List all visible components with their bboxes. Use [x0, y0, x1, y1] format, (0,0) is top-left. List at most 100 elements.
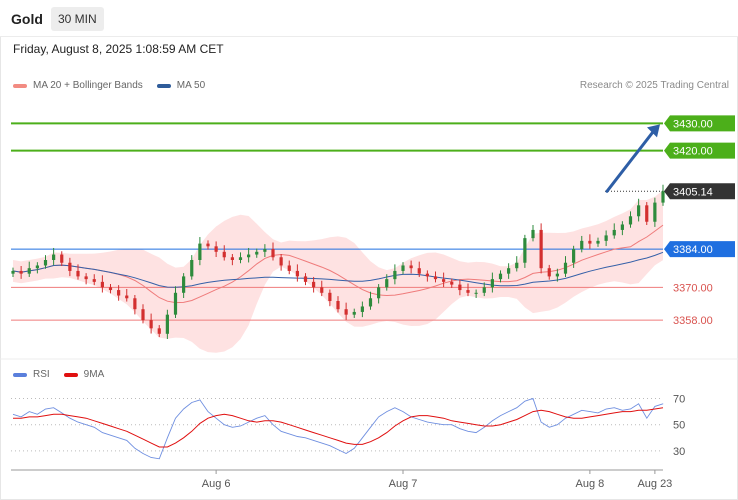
rsi-legend: RSI 9MA — [13, 369, 118, 380]
candle-body — [52, 254, 56, 260]
ma50-line — [12, 251, 664, 288]
candle-body — [417, 268, 421, 274]
candle-body — [247, 254, 251, 258]
candle-body — [572, 249, 576, 263]
candle-body — [344, 309, 348, 315]
current-price-tag-label: 3405.14 — [673, 186, 713, 198]
candle-body — [580, 240, 584, 250]
forecast-arrow-shaft — [605, 127, 657, 193]
candle-body — [295, 270, 299, 277]
legend-label-ma50: MA 50 — [176, 80, 206, 91]
candle-body — [68, 262, 72, 271]
legend-label-9ma: 9MA — [83, 369, 105, 380]
candle-body — [84, 276, 88, 280]
rsi-tick-30: 30 — [673, 446, 685, 458]
candle-body — [157, 328, 161, 334]
top-bar: Gold 30 MIN — [0, 0, 738, 37]
ma50-swatch — [156, 83, 171, 88]
candle-body — [563, 262, 568, 274]
candle-body — [466, 290, 470, 293]
candle-body — [377, 287, 381, 299]
candle-body — [588, 240, 592, 244]
candle-body — [458, 284, 462, 291]
price-legend: MA 20 + Bollinger Bands MA 50 — [13, 80, 219, 91]
candle-body — [19, 270, 23, 274]
candle-body — [661, 191, 665, 203]
candle-body — [425, 273, 429, 277]
candle-body — [125, 295, 129, 299]
legend-item-9ma: 9MA — [63, 369, 105, 380]
timeframe-badge[interactable]: 30 MIN — [51, 7, 104, 31]
pivot-tag — [664, 241, 735, 258]
candle-body — [433, 276, 438, 280]
current-price-tag — [664, 183, 735, 200]
candle-body — [393, 270, 397, 280]
candle-body — [76, 270, 80, 277]
candle-body — [190, 260, 194, 277]
pivot-tag-label: 3384.00 — [673, 244, 713, 256]
candle-body — [303, 276, 308, 282]
chart-datetime: Friday, August 8, 2025 1:08:59 AM CET — [13, 42, 224, 56]
candle-body — [385, 279, 389, 288]
legend-item-rsi: RSI — [13, 369, 50, 380]
candle-body — [490, 279, 494, 288]
candle-body — [206, 243, 210, 247]
candle-body — [320, 287, 324, 293]
resistance-1-tag — [664, 142, 735, 159]
candle-body — [133, 298, 137, 310]
candle-body — [352, 311, 356, 315]
candle-body — [108, 287, 113, 291]
candle-body — [230, 257, 234, 260]
candle-body — [92, 279, 96, 282]
rsi-tick-70: 70 — [673, 394, 685, 406]
candle-body — [507, 268, 511, 274]
x-tick-label: Aug 23 — [637, 478, 672, 490]
candle-body — [100, 281, 104, 288]
rsi-9ma-line — [13, 407, 664, 448]
support-2-tag-label: 3358.00 — [673, 315, 713, 327]
rsi-swatch — [13, 372, 27, 377]
candle-body — [482, 287, 486, 293]
candle-body — [238, 257, 243, 260]
candle-body — [547, 268, 551, 277]
legend-item-ma20: MA 20 + Bollinger Bands — [13, 80, 143, 91]
candle-body — [27, 268, 31, 274]
x-tick-label: Aug 8 — [576, 478, 605, 490]
candle-body — [149, 320, 153, 329]
legend-label-rsi: RSI — [33, 369, 50, 380]
candle-body — [555, 273, 559, 277]
candle-body — [141, 309, 145, 321]
rsi-line — [12, 397, 664, 460]
candle-body — [35, 265, 39, 269]
candle-body — [117, 290, 121, 296]
candle-body — [271, 249, 275, 258]
candle-body — [287, 265, 291, 271]
candle-body — [173, 292, 178, 315]
candle-body — [60, 254, 64, 263]
candle-body — [653, 202, 657, 222]
candle-body — [263, 249, 267, 252]
candle-body — [312, 281, 316, 288]
research-credit: Research © 2025 Trading Central — [579, 80, 729, 91]
candle-body — [255, 251, 259, 255]
candle-body — [637, 205, 641, 217]
candle-body — [531, 229, 535, 239]
candle-body — [214, 246, 218, 252]
candle-body — [165, 314, 169, 334]
legend-item-ma50: MA 50 — [156, 80, 206, 91]
ma20-swatch — [13, 83, 27, 88]
candle-body — [328, 292, 332, 301]
candle-body — [409, 265, 413, 269]
candle-body — [182, 276, 186, 293]
candle-body — [336, 301, 340, 310]
legend-label-ma20: MA 20 + Bollinger Bands — [33, 80, 143, 91]
candle-body — [539, 229, 543, 269]
forecast-arrow-head — [647, 124, 660, 138]
9ma-swatch — [63, 372, 78, 377]
resistance-2-tag-label: 3430.00 — [673, 118, 713, 130]
candle-body — [515, 262, 519, 269]
ma20-line — [12, 224, 664, 304]
candle-body — [222, 251, 226, 258]
x-tick-label: Aug 7 — [389, 478, 418, 490]
